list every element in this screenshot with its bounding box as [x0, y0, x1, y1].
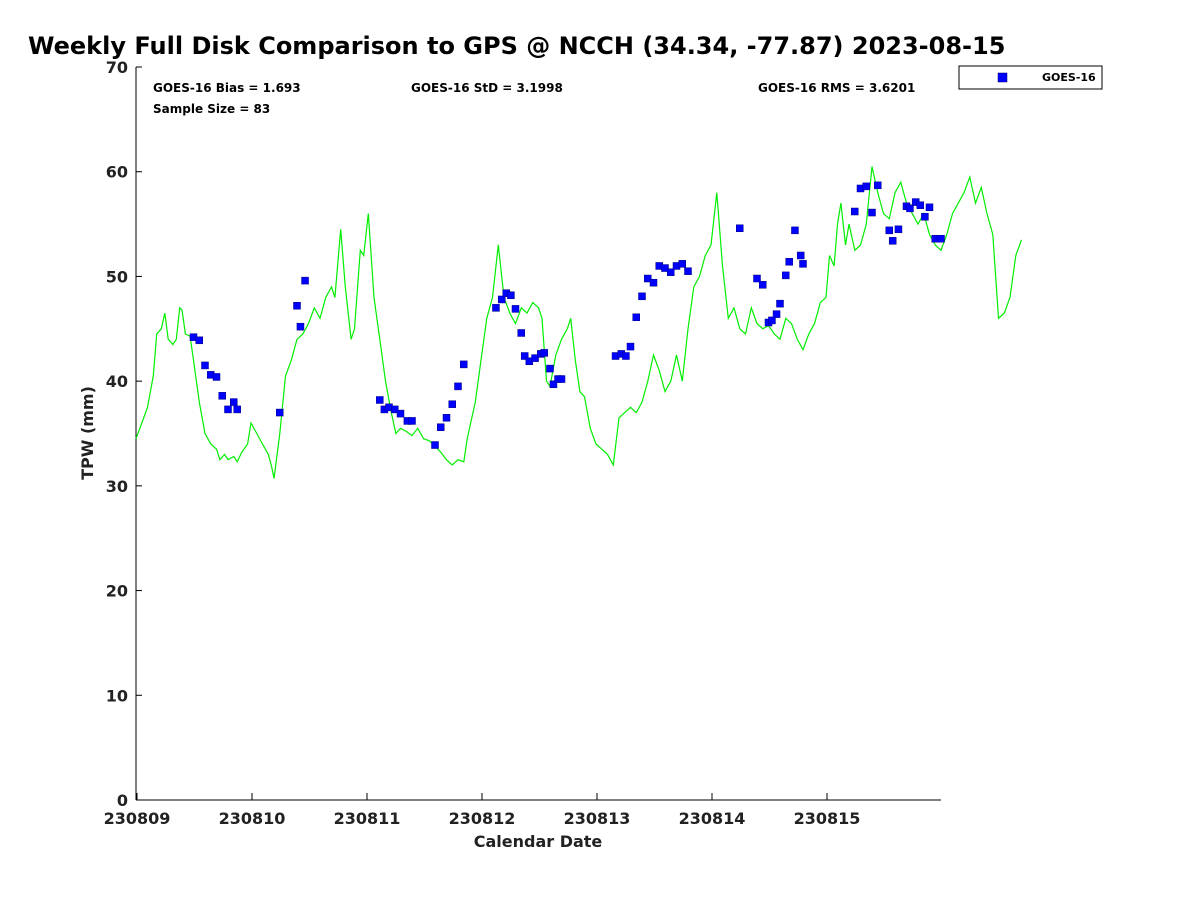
goes-data-point — [916, 201, 925, 209]
goes-data-point — [376, 396, 384, 404]
goes-data-point — [785, 258, 793, 266]
goes-data-point — [448, 400, 456, 408]
goes-data-point — [759, 281, 767, 289]
goes-data-point — [937, 234, 945, 243]
goes-data-point — [408, 417, 416, 425]
y-tick-label: 40 — [106, 372, 128, 391]
goes-data-point — [661, 264, 669, 272]
goes-data-point — [460, 360, 468, 369]
gps-series-line — [135, 166, 1023, 479]
goes-data-point — [212, 373, 221, 381]
goes-data-point — [293, 301, 301, 310]
goes-data-point — [201, 361, 209, 370]
goes-data-point — [195, 336, 203, 345]
y-tick-label: 60 — [106, 163, 128, 182]
goes-data-point — [894, 225, 903, 234]
std-stat: GOES-16 StD = 3.1998 — [411, 81, 563, 95]
x-tick-label: 230815 — [794, 809, 861, 828]
goes-data-point — [540, 349, 548, 357]
goes-data-point — [437, 423, 445, 431]
goes-data-point — [862, 182, 870, 191]
goes-data-point — [906, 204, 914, 213]
goes-data-point — [678, 260, 686, 268]
goes-data-point — [549, 380, 558, 389]
goes-data-point — [531, 354, 539, 362]
goes-data-point — [396, 409, 405, 418]
goes-data-point — [885, 226, 893, 235]
legend-marker — [997, 72, 1008, 83]
y-axis-ticks: 0 10 20 30 40 50 60 70 — [106, 58, 142, 810]
goes-data-point — [768, 316, 776, 325]
goes-data-point — [276, 408, 284, 417]
goes-data-point — [799, 260, 807, 268]
goes-data-point — [296, 322, 305, 331]
legend: GOES-16 — [958, 65, 1103, 90]
goes-data-point — [224, 405, 232, 414]
x-tick-label: 230811 — [334, 809, 401, 828]
x-tick-label: 230812 — [449, 809, 516, 828]
goes-data-point — [638, 292, 646, 301]
goes-data-point — [520, 352, 529, 360]
goes-data-point — [557, 375, 566, 383]
goes-data-point — [644, 274, 652, 283]
goes-data-point — [431, 441, 439, 449]
goes-data-point — [218, 392, 226, 400]
bias-stat: GOES-16 Bias = 1.693 — [153, 81, 301, 95]
x-tick-label: 230810 — [219, 809, 286, 828]
chart-title: Weekly Full Disk Comparison to GPS @ NCC… — [28, 32, 1005, 60]
goes-data-point — [632, 313, 640, 322]
goes-data-point — [791, 226, 799, 235]
goes-data-point — [649, 278, 658, 287]
legend-label: GOES-16 — [1042, 71, 1096, 84]
y-tick-label: 70 — [106, 58, 128, 77]
goes-data-point — [925, 203, 934, 212]
goes-data-point — [868, 208, 876, 217]
goes-data-point — [622, 352, 630, 360]
goes-data-point — [492, 304, 500, 312]
goes-data-point — [230, 398, 238, 406]
goes-data-point — [782, 271, 790, 280]
y-axis-label: TPW (mm) — [78, 386, 97, 480]
goes-data-point — [517, 329, 525, 337]
goes-data-point — [736, 224, 744, 233]
goes-data-point — [391, 405, 399, 414]
goes-data-point — [888, 237, 897, 245]
x-axis-label: Calendar Date — [474, 832, 603, 851]
y-tick-label: 50 — [106, 267, 128, 286]
goes-data-point — [753, 274, 761, 283]
goes-data-point — [497, 295, 506, 304]
goes-data-point — [626, 342, 635, 351]
goes-data-point — [851, 207, 859, 216]
goes-data-point — [776, 299, 784, 308]
goes-data-point — [667, 268, 675, 276]
rms-stat: GOES-16 RMS = 3.6201 — [758, 81, 915, 95]
y-tick-label: 0 — [117, 791, 128, 810]
goes-data-point — [442, 414, 451, 422]
x-axis-ticks: 230809 230810 230811 230812 230813 230814 2308… — [104, 793, 861, 828]
sample-size-stat: Sample Size = 83 — [153, 102, 270, 116]
goes-data-point — [874, 181, 882, 190]
goes-data-point — [233, 405, 241, 414]
y-tick-label: 20 — [106, 582, 128, 601]
legend-box — [958, 65, 1103, 90]
y-tick-label: 30 — [106, 477, 128, 496]
goes-data-point — [772, 310, 781, 318]
goes-points-layer — [189, 181, 945, 449]
gps-line-layer — [135, 166, 1023, 479]
plot-frame — [135, 67, 941, 801]
goes-data-point — [684, 267, 692, 275]
x-tick-label: 230809 — [104, 809, 171, 828]
goes-data-point — [301, 276, 309, 285]
goes-data-point — [511, 305, 520, 313]
x-tick-label: 230813 — [564, 809, 631, 828]
goes-data-point — [507, 291, 515, 300]
x-tick-label: 230814 — [679, 809, 746, 828]
goes-data-point — [796, 251, 805, 260]
goes-data-point — [921, 212, 929, 221]
goes-data-point — [546, 364, 554, 373]
y-tick-label: 10 — [106, 686, 128, 705]
goes-data-point — [454, 382, 462, 391]
